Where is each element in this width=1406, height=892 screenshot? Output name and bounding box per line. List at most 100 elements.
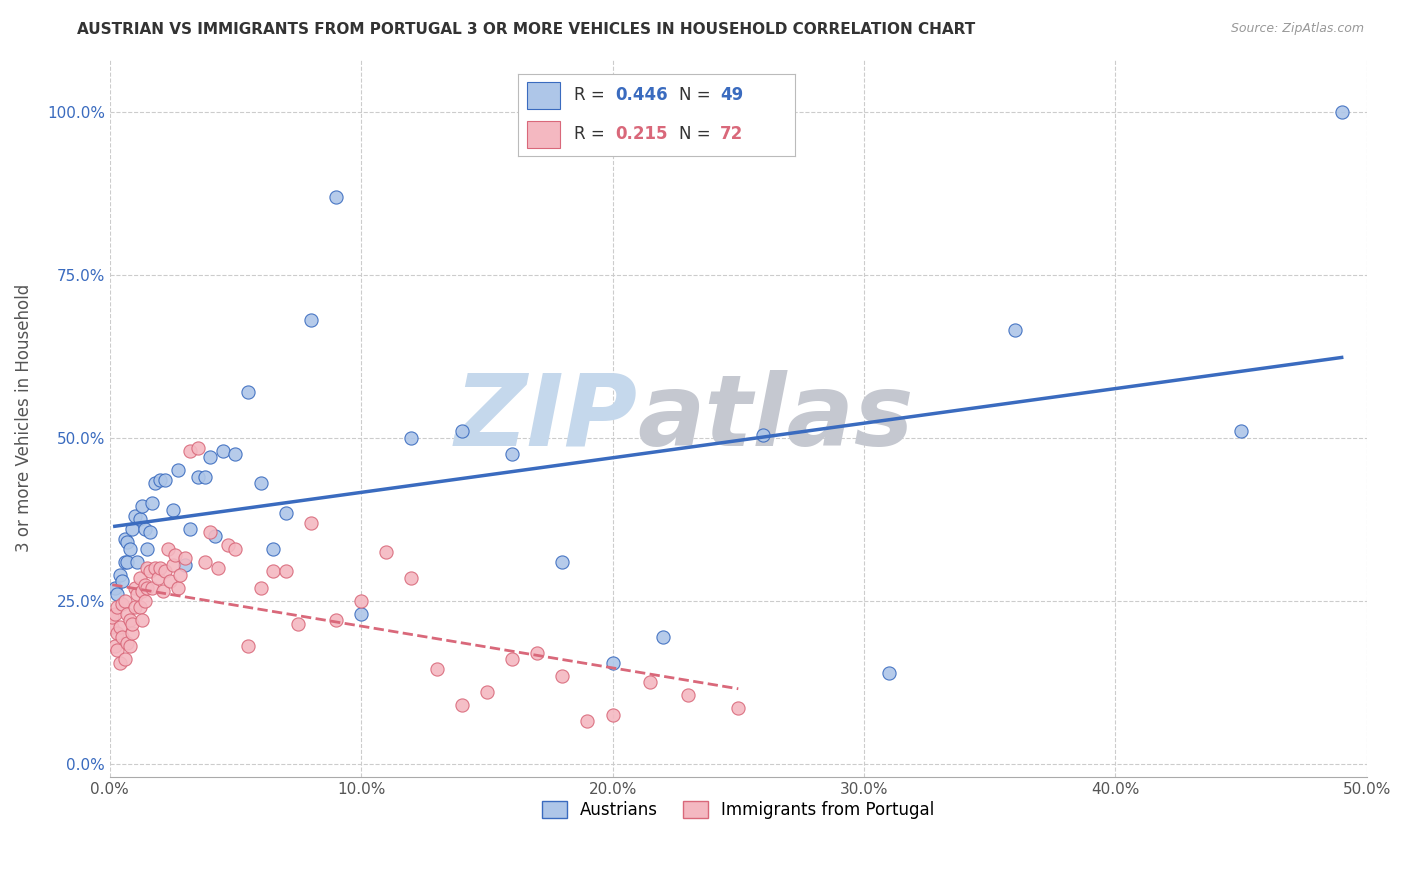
Point [162, 558, 184, 572]
Point [602, 707, 624, 722]
Point [426, 662, 449, 676]
Point [149, 561, 172, 575]
Point [129, 600, 152, 615]
Point [299, 313, 322, 327]
Point [131, 500, 153, 514]
Point [166, 463, 188, 477]
Point [104, 607, 127, 621]
Point [450, 424, 472, 438]
Point [174, 558, 197, 572]
Point [249, 581, 271, 595]
Point [475, 685, 498, 699]
Point [141, 581, 163, 595]
Point [105, 587, 128, 601]
Point [114, 532, 136, 546]
Point [187, 441, 209, 455]
Point [350, 607, 373, 621]
Point [134, 594, 156, 608]
Point [179, 443, 201, 458]
Point [325, 189, 347, 203]
Point [236, 385, 259, 400]
Text: Source: ZipAtlas.com: Source: ZipAtlas.com [1230, 22, 1364, 36]
Point [114, 594, 136, 608]
Point [105, 626, 128, 640]
Text: AUSTRIAN VS IMMIGRANTS FROM PORTUGAL 3 OR MORE VEHICLES IN HOUSEHOLD CORRELATION: AUSTRIAN VS IMMIGRANTS FROM PORTUGAL 3 O… [77, 22, 976, 37]
Point [501, 447, 523, 461]
Legend: Austrians, Immigrants from Portugal: Austrians, Immigrants from Portugal [536, 795, 942, 826]
Point [101, 610, 124, 624]
Point [651, 630, 673, 644]
Point [141, 496, 163, 510]
Point [676, 689, 699, 703]
Point [117, 636, 139, 650]
Point [375, 545, 398, 559]
Point [124, 509, 146, 524]
Point [118, 640, 141, 654]
Point [274, 506, 297, 520]
Point [551, 669, 574, 683]
Point [217, 538, 239, 552]
Point [124, 600, 146, 615]
Point [136, 541, 159, 556]
Point [127, 587, 149, 601]
Point [501, 652, 523, 666]
Point [118, 613, 141, 627]
Point [105, 642, 128, 657]
Point [118, 541, 141, 556]
Point [121, 616, 143, 631]
Point [401, 571, 423, 585]
Point [111, 597, 134, 611]
Point [121, 626, 143, 640]
Point [117, 607, 139, 621]
Point [159, 574, 181, 589]
Point [877, 665, 900, 680]
Point [640, 675, 662, 690]
Point [121, 522, 143, 536]
Point [114, 652, 136, 666]
Point [1330, 104, 1353, 119]
Point [134, 522, 156, 536]
Point [224, 447, 246, 461]
Point [111, 574, 134, 589]
Point [139, 565, 162, 579]
Point [262, 541, 284, 556]
Point [224, 541, 246, 556]
Point [152, 584, 174, 599]
Text: atlas: atlas [638, 369, 914, 467]
Point [166, 581, 188, 595]
Point [131, 613, 153, 627]
Point [162, 502, 184, 516]
Point [194, 555, 217, 569]
Point [129, 571, 152, 585]
Point [526, 646, 548, 660]
Text: ZIP: ZIP [454, 369, 638, 467]
Point [139, 525, 162, 540]
Point [117, 535, 139, 549]
Point [104, 581, 127, 595]
Point [153, 565, 176, 579]
Point [108, 567, 131, 582]
Point [105, 600, 128, 615]
Point [108, 656, 131, 670]
Point [143, 476, 166, 491]
Point [207, 561, 229, 575]
Point [149, 473, 172, 487]
Point [136, 581, 159, 595]
Point [179, 522, 201, 536]
Point [117, 555, 139, 569]
Point [249, 476, 271, 491]
Point [187, 470, 209, 484]
Point [752, 427, 775, 442]
Point [602, 656, 624, 670]
Point [299, 516, 322, 530]
Point [143, 561, 166, 575]
Point [129, 512, 152, 526]
Point [165, 548, 187, 562]
Point [200, 450, 222, 465]
Point [174, 551, 197, 566]
Point [727, 701, 749, 715]
Point [551, 555, 574, 569]
Point [101, 620, 124, 634]
Point [204, 528, 226, 542]
Point [146, 571, 169, 585]
